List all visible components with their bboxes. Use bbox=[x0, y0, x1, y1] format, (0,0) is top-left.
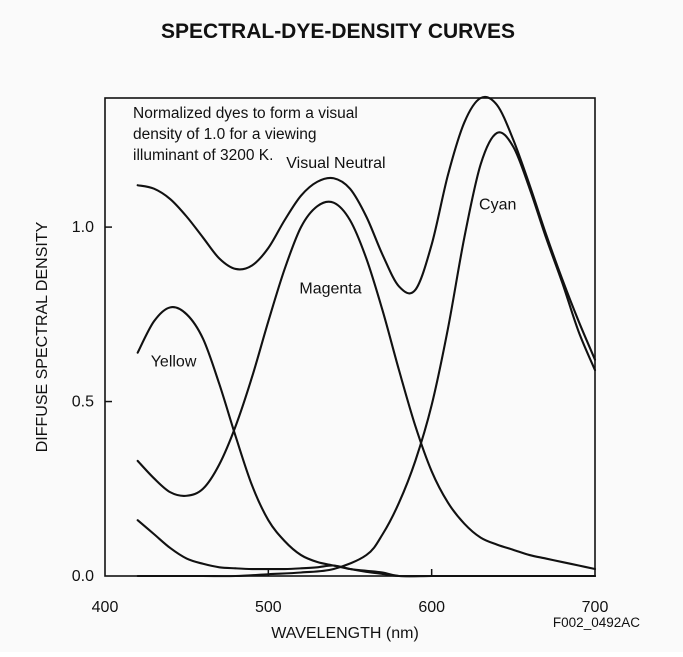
y-tick-label: 1.0 bbox=[72, 219, 94, 236]
x-axis-ticks: 400 500 600 700 bbox=[92, 569, 609, 616]
x-tick-label: 500 bbox=[255, 599, 282, 616]
cyan-label: Cyan bbox=[479, 197, 516, 214]
cyan-curve bbox=[136, 131, 597, 578]
annotation-line-2: density of 1.0 for a viewing bbox=[133, 126, 317, 143]
x-tick-label: 700 bbox=[582, 599, 609, 616]
y-axis-label: DIFFUSE SPECTRAL DENSITY bbox=[34, 221, 51, 452]
magenta-label: Magenta bbox=[299, 280, 361, 297]
annotation-line-3: illuminant of 3200 K. bbox=[133, 147, 273, 164]
y-axis-ticks: 0.0 0.5 1.0 bbox=[72, 219, 112, 585]
magenta-curve bbox=[136, 200, 597, 571]
yellow-label: Yellow bbox=[151, 354, 197, 371]
x-tick-label: 400 bbox=[92, 599, 119, 616]
unlabeled-curve-4 bbox=[136, 519, 597, 578]
chart-title: SPECTRAL-DYE-DENSITY CURVES bbox=[161, 20, 515, 43]
visual-neutral-curve bbox=[136, 95, 597, 361]
visual-neutral-label: Visual Neutral bbox=[286, 155, 385, 172]
y-tick-label: 0.5 bbox=[72, 394, 94, 411]
y-tick-label: 0.0 bbox=[72, 568, 94, 585]
figure-id: F002_0492AC bbox=[553, 615, 640, 630]
x-axis-label: WAVELENGTH (nm) bbox=[271, 625, 419, 642]
series-labels: Visual Neutral Cyan Magenta Yellow bbox=[151, 155, 517, 371]
series-lines bbox=[136, 95, 597, 578]
yellow-curve bbox=[136, 306, 597, 578]
annotation-line-1: Normalized dyes to form a visual bbox=[133, 105, 358, 122]
plot-frame bbox=[104, 97, 596, 577]
x-tick-label: 600 bbox=[418, 599, 445, 616]
annotation-text: Normalized dyes to form a visual density… bbox=[133, 105, 358, 164]
